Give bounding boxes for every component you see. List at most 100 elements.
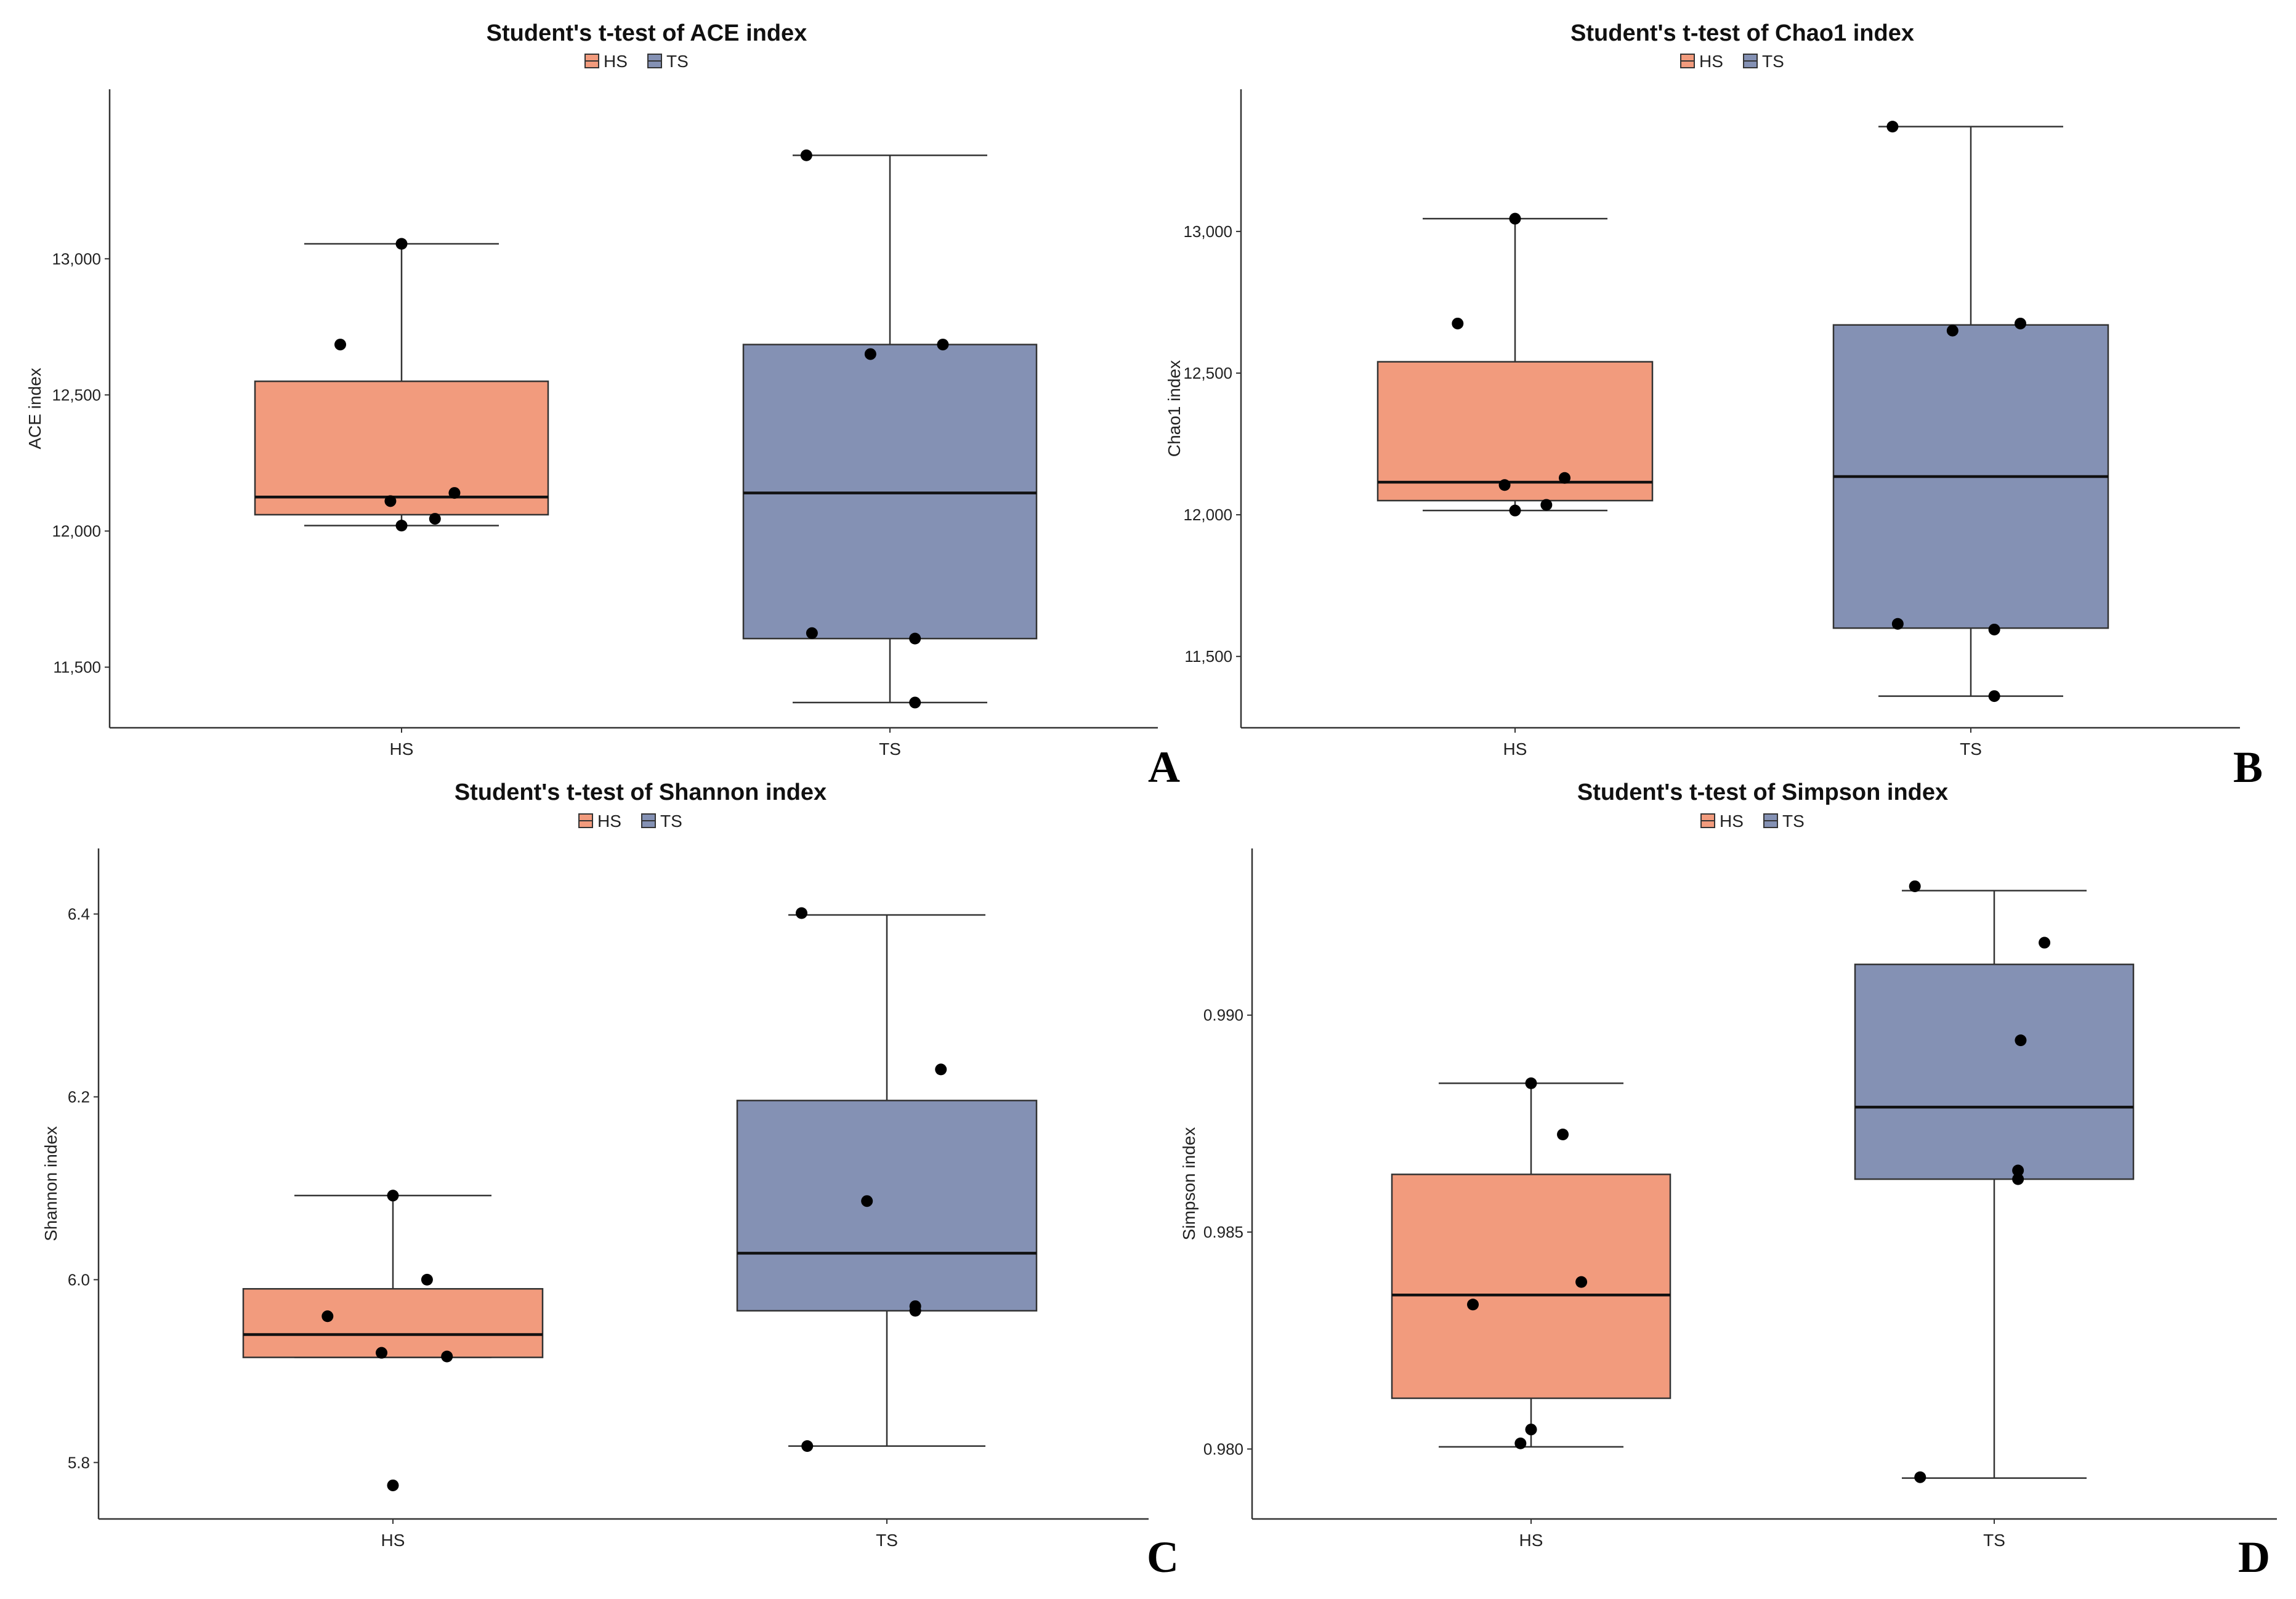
y-axis-title: ACE index bbox=[25, 368, 44, 449]
chart-panel-c: Student's t-test of Shannon index HS TS 5.8… bbox=[41, 779, 1179, 1582]
x-tick-label-ts: TS bbox=[879, 739, 901, 759]
chart-title: Student's t-test of Simpson index bbox=[1577, 779, 1948, 805]
x-tick-label-hs: HS bbox=[390, 739, 414, 759]
data-point-hs bbox=[384, 495, 397, 507]
panel-letter: B bbox=[2233, 743, 2263, 792]
box-iqr bbox=[242, 1287, 544, 1358]
data-point-ts bbox=[861, 1195, 873, 1207]
data-point-hs bbox=[448, 487, 461, 499]
x-tick-label-ts: TS bbox=[1960, 739, 1982, 759]
y-tick-label: 13,000 bbox=[1183, 222, 1232, 241]
panel-letter: A bbox=[1148, 743, 1180, 792]
data-point-ts bbox=[2039, 936, 2051, 949]
legend-label: HS bbox=[1699, 52, 1723, 71]
x-tick-label-ts: TS bbox=[876, 1531, 898, 1550]
legend-item-hs: HS bbox=[584, 52, 628, 71]
y-tick-label: 6.4 bbox=[68, 905, 90, 924]
data-point-ts bbox=[1886, 121, 1899, 133]
data-point-ts bbox=[1988, 690, 2000, 703]
x-tick-label-ts: TS bbox=[1983, 1531, 2005, 1550]
box-iqr bbox=[1854, 964, 2135, 1180]
y-axis-title: Simpson index bbox=[1179, 1127, 1199, 1241]
legend-item-hs: HS bbox=[1680, 52, 1723, 71]
box-hs bbox=[254, 243, 549, 526]
legend-item-ts: TS bbox=[1763, 812, 1805, 831]
data-point-ts bbox=[806, 627, 818, 639]
y-axis-title: Chao1 index bbox=[1165, 360, 1184, 457]
data-point-hs bbox=[1509, 504, 1521, 517]
data-point-ts bbox=[909, 696, 921, 709]
data-point-ts bbox=[864, 348, 876, 360]
legend-item-hs: HS bbox=[1700, 812, 1744, 831]
data-point-ts bbox=[2012, 1173, 2024, 1185]
x-tick-label-hs: HS bbox=[1503, 739, 1527, 759]
y-tick-label: 13,000 bbox=[52, 249, 101, 268]
data-point-ts bbox=[800, 149, 812, 161]
chart-panel-b: Student's t-test of Chao1 index HS TS 11,50… bbox=[1165, 20, 2263, 792]
y-tick-label: 12,000 bbox=[52, 522, 101, 540]
data-point-ts bbox=[2015, 317, 2027, 329]
data-point-hs bbox=[1467, 1299, 1479, 1311]
legend-label: HS bbox=[604, 52, 628, 71]
data-point-ts bbox=[909, 1305, 921, 1317]
box-hs bbox=[1391, 1082, 1671, 1448]
data-point-hs bbox=[321, 1310, 334, 1323]
data-point-hs bbox=[1540, 499, 1553, 511]
y-tick-label: 12,500 bbox=[1183, 364, 1232, 382]
legend-label: TS bbox=[1782, 812, 1805, 831]
chart-title: Student's t-test of Chao1 index bbox=[1570, 20, 1914, 46]
data-point-hs bbox=[1452, 317, 1464, 329]
data-point-hs bbox=[1525, 1424, 1537, 1436]
box-iqr bbox=[736, 1100, 1038, 1312]
data-point-ts bbox=[1891, 618, 1904, 630]
box-ts bbox=[1854, 890, 2135, 1479]
data-point-hs bbox=[1509, 212, 1521, 225]
data-point-ts bbox=[1914, 1471, 1926, 1483]
box-iqr bbox=[1391, 1174, 1671, 1400]
chart-title: Student's t-test of Shannon index bbox=[455, 779, 827, 805]
data-point-hs bbox=[1575, 1276, 1588, 1288]
legend-label: TS bbox=[1762, 52, 1784, 71]
y-tick-label: 0.980 bbox=[1203, 1440, 1243, 1458]
panel-letter: C bbox=[1147, 1533, 1179, 1582]
y-tick-label: 0.985 bbox=[1203, 1223, 1243, 1241]
data-point-hs bbox=[387, 1479, 399, 1491]
y-tick-label: 5.8 bbox=[68, 1453, 90, 1472]
y-tick-label: 11,500 bbox=[1184, 647, 1232, 666]
chart-panel-a: Student's t-test of ACE index HS TS 11,500 1… bbox=[25, 20, 1180, 792]
box-iqr bbox=[1376, 361, 1654, 502]
legend-label: TS bbox=[660, 812, 682, 831]
data-point-ts bbox=[935, 1063, 947, 1076]
data-point-ts bbox=[1946, 324, 1958, 337]
legend-item-ts: TS bbox=[641, 812, 682, 831]
x-tick-label-hs: HS bbox=[381, 1531, 405, 1550]
legend-label: HS bbox=[597, 812, 621, 831]
data-point-hs bbox=[1525, 1077, 1537, 1089]
data-point-ts bbox=[1909, 880, 1921, 892]
box-hs bbox=[1376, 217, 1654, 512]
data-point-hs bbox=[395, 238, 408, 250]
data-point-hs bbox=[334, 339, 347, 351]
data-point-ts bbox=[2015, 1034, 2027, 1047]
data-point-ts bbox=[909, 632, 921, 645]
data-point-hs bbox=[1514, 1437, 1527, 1449]
legend-label: HS bbox=[1720, 812, 1744, 831]
legend-label: TS bbox=[666, 52, 689, 71]
data-point-ts bbox=[1988, 623, 2000, 635]
data-point-hs bbox=[1498, 479, 1511, 491]
data-point-hs bbox=[441, 1350, 453, 1363]
y-tick-label: 12,500 bbox=[52, 385, 101, 404]
y-tick-label: 6.0 bbox=[68, 1270, 90, 1289]
chart-panel-d: Student's t-test of Simpson index HS TS 0.9… bbox=[1179, 779, 2277, 1582]
y-tick-label: 0.990 bbox=[1203, 1006, 1243, 1025]
y-tick-label: 11,500 bbox=[53, 658, 101, 677]
data-point-hs bbox=[387, 1190, 399, 1202]
data-point-hs bbox=[376, 1347, 388, 1359]
panel-letter: D bbox=[2238, 1533, 2270, 1582]
legend-item-ts: TS bbox=[1743, 52, 1784, 71]
box-ts bbox=[1832, 126, 2109, 697]
data-point-ts bbox=[937, 339, 949, 351]
data-point-hs bbox=[395, 520, 408, 532]
legend-item-hs: HS bbox=[578, 812, 621, 831]
